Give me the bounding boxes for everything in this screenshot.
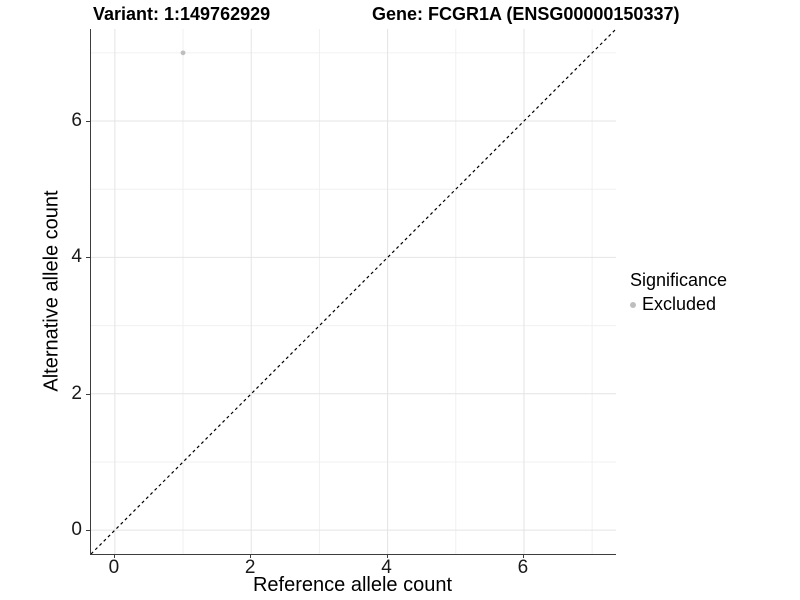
legend: Significance Excluded — [630, 270, 727, 315]
data-point — [180, 50, 186, 56]
legend-item-excluded: Excluded — [630, 294, 727, 315]
y-tick — [86, 530, 90, 532]
x-tick-label: 0 — [108, 557, 120, 578]
y-tick-label: 0 — [71, 519, 82, 541]
y-tick — [86, 121, 90, 123]
x-tick-label: 4 — [381, 557, 392, 578]
plot-title-gene: Gene: FCGR1A (ENSG00000150337) — [372, 4, 680, 24]
x-tick — [386, 554, 388, 558]
y-tick-label: 6 — [71, 110, 82, 132]
x-tick — [522, 554, 524, 558]
y-tick-label: 2 — [71, 382, 82, 404]
identity-line — [91, 29, 616, 554]
y-axis-title: Alternative allele count — [40, 190, 63, 392]
legend-item-label: Excluded — [642, 294, 717, 314]
legend-point-icon — [630, 301, 636, 308]
y-tick — [86, 257, 90, 259]
x-tick-label: 2 — [244, 557, 256, 578]
plot-area — [91, 29, 616, 554]
y-tick — [86, 393, 90, 395]
plot-panel — [90, 29, 616, 555]
x-tick — [250, 554, 252, 558]
x-axis-title: Reference allele count — [252, 574, 452, 596]
x-tick — [113, 554, 115, 558]
y-tick-label: 4 — [71, 246, 82, 268]
plot-title-variant: Variant: 1:149762929 — [93, 4, 271, 24]
legend-title: Significance — [630, 270, 728, 290]
x-tick-label: 6 — [517, 557, 529, 578]
